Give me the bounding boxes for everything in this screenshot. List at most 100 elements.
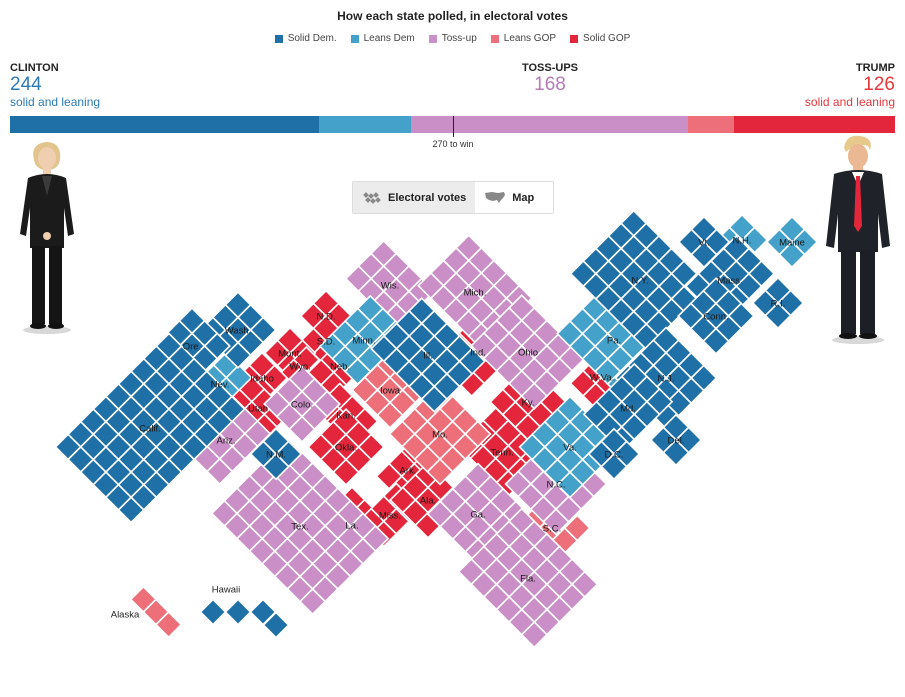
legend: Solid Dem. Leans Dem Toss-up Leans GOP S… [0,33,905,44]
trump-summary: TRUMP 126 solid and leaning [805,62,895,110]
state-label: N.C. [547,480,566,491]
state-label: N.H. [733,236,752,247]
view-toggle: Electoral votes Map [352,181,554,214]
trump-name: TRUMP [855,62,895,74]
electoral-votes-button[interactable]: Electoral votes [353,182,476,213]
state-label: Ohio [518,348,538,359]
trump-portrait [826,135,890,344]
state-label: Ill. [423,351,433,362]
state-label: Miss. [379,511,401,522]
state-label: Mich. [464,288,487,299]
state-label: Minn. [352,336,375,347]
state-label: Okla. [335,443,357,454]
legend-swatch [490,34,499,43]
state-label: Alaska [111,610,140,621]
state-label: Conn. [703,312,728,323]
map-button[interactable]: Map [475,182,543,213]
electoral-vote-tile [199,598,227,626]
state-label: Vt. [698,238,710,249]
bar-segment [687,116,734,133]
electoral-vote-tile [154,610,183,639]
state-label: Mass. [717,276,742,287]
tossup-votes: 168 [534,74,566,96]
state-label: Ala. [420,496,436,507]
bar-segment [411,116,688,133]
state-label: Fla. [520,574,536,585]
clinton-sub: solid and leaning [10,95,101,110]
electoral-vote-tile [262,611,290,639]
trump-votes: 126 [863,74,895,96]
legend-item-leans-dem: Leans Dem [350,33,415,44]
state-label: N.M. [266,450,286,461]
clinton-portrait [20,142,74,334]
electoral-vote-tile [224,341,252,369]
state-label: W.Va. [590,373,615,384]
state-label: Wyo. [289,362,311,373]
state-label: Ariz. [217,436,236,447]
legend-label: Solid Dem. [287,33,337,44]
state-label: Pa. [607,336,621,347]
bar-segment [733,116,895,133]
state-label: Tenn. [490,448,513,459]
state-label: Nev. [211,380,230,391]
legend-label: Leans Dem [363,33,415,44]
threshold-marker [453,116,454,137]
state-label: Iowa [380,386,401,397]
electoral-vote-tile [420,385,449,413]
electoral-vote-tile [778,240,806,269]
state-label: Del. [668,436,685,447]
state-label: Va. [563,443,577,454]
electoral-vote-bar [10,116,895,133]
state-label: Calif. [139,424,161,435]
bar-segment [319,116,412,133]
electoral-vote-tile [520,382,549,410]
electoral-votes-label: Electoral votes [388,191,467,204]
electoral-vote-tile [426,458,454,486]
state-label: Idaho [250,374,274,385]
chart-title: How each state polled, in electoral vote… [337,9,568,23]
legend-item-toss-up: Toss-up [428,33,477,44]
state-label: N.J. [658,374,675,385]
state-label: La. [345,521,358,532]
state-label: S.C. [543,524,561,535]
state-label: Ga. [470,510,485,521]
trump-sub: solid and leaning [804,95,895,110]
legend-item-solid-gop: Solid GOP [570,33,630,44]
state-label: Kan. [336,411,356,422]
state-label: Maine [779,238,805,249]
legend-swatch [350,34,359,43]
legend-swatch [570,34,579,43]
state-label: S.D. [317,337,335,348]
state-label: Mo. [432,430,448,441]
tossup-summary: TOSS-UPS 168 [450,62,650,95]
legend-item-solid-dem: Solid Dem. [274,33,337,44]
map-label: Map [512,191,535,204]
clinton-summary: CLINTON 244 solid and leaning [10,62,100,110]
bar-segment [10,116,320,133]
legend-label: Solid GOP [583,33,631,44]
legend-item-leans-gop: Leans GOP [490,33,556,44]
threshold-label: 270 to win [432,139,474,149]
state-label: Neb. [330,362,350,373]
legend-swatch [274,34,283,43]
state-label: Ky. [521,398,534,409]
electoral-vote-tile [662,438,690,467]
state-label: R.I. [771,299,786,310]
state-label: Ark. [400,466,417,477]
electoral-vote-tile [343,357,372,386]
electoral-vote-tile [702,327,730,355]
state-label: Wash. [225,326,252,337]
state-label: N.D. [317,312,336,323]
state-label: Wis. [381,281,399,292]
legend-label: Toss-up [441,33,477,44]
electoral-vote-tile [205,457,234,486]
state-label: Ore. [183,342,201,353]
electoral-vote-tile [262,452,290,481]
state-label: Ind. [470,348,486,359]
state-label: Colo. [291,400,313,411]
clinton-name: CLINTON [10,62,59,74]
state-label: N.Y. [631,276,648,287]
state-label: Hawaii [212,585,241,596]
electoral-vote-tile [376,401,404,429]
electoral-vote-tile [224,598,252,626]
